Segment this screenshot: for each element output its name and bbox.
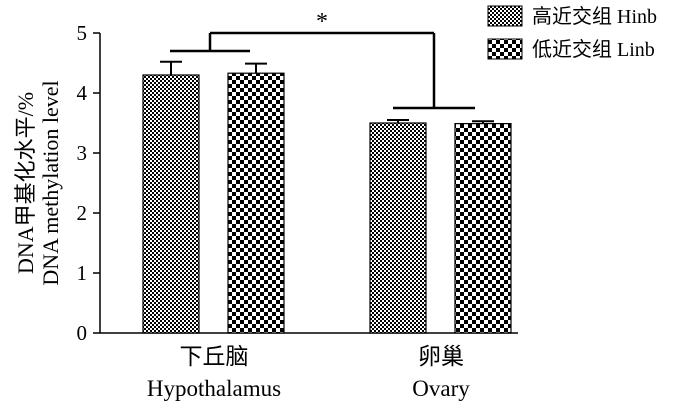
legend-label-1: 高近交组 Hinb	[532, 5, 657, 28]
significance-marker: *	[316, 9, 328, 35]
y-tick-label: 3	[77, 141, 88, 165]
x-category-label-zh: 卵巢	[418, 344, 464, 369]
y-tick-label: 1	[77, 261, 88, 285]
y-tick-label: 5	[77, 21, 88, 45]
y-tick-label: 2	[77, 201, 88, 225]
x-category-label-en: Hypothalamus	[147, 376, 281, 401]
y-axis-title-zh: DNA甲基化水平/%	[13, 92, 38, 274]
bar-1-2	[227, 72, 285, 334]
bar-1-1	[142, 74, 200, 334]
x-category-label-zh: 下丘脑	[180, 344, 249, 369]
legend-label-2: 低近交组 Linb	[532, 38, 655, 61]
y-axis-title-en: DNA methylation level	[38, 80, 63, 285]
legend-swatch-2	[487, 38, 523, 60]
y-tick-label: 4	[77, 81, 88, 105]
legend-swatch-1	[487, 5, 523, 27]
y-tick-label: 0	[77, 321, 88, 345]
bar-2-1	[369, 122, 427, 334]
x-category-label-en: Ovary	[412, 376, 470, 401]
bar-2-2	[454, 122, 512, 334]
